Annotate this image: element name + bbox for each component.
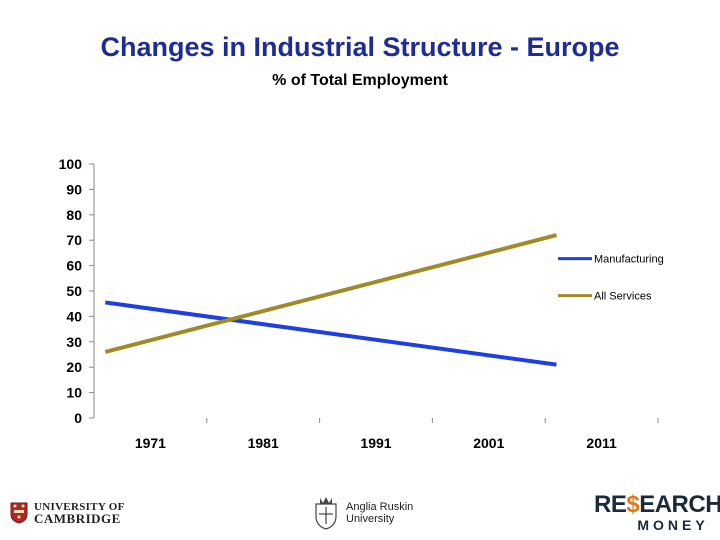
legend-label: Manufacturing	[594, 254, 664, 266]
y-tick-label: 50	[66, 283, 82, 299]
y-tick-label: 0	[74, 410, 82, 426]
research-money-logo: RE$EARCH MONEY	[594, 491, 720, 533]
series-layer	[104, 233, 557, 367]
x-axis: 1971 1981 1991 2001 2011	[135, 418, 659, 451]
anglia-line1: Anglia Ruskin	[346, 501, 414, 513]
legend-label: All Services	[594, 291, 652, 303]
rm-money: MONEY	[637, 517, 709, 533]
rm-re: RE	[594, 491, 627, 518]
x-tick-label: 2001	[473, 435, 504, 451]
y-tick-label: 100	[59, 156, 83, 172]
y-tick-label: 40	[66, 308, 82, 324]
series-line-all-services	[104, 233, 557, 354]
y-tick-label: 60	[66, 258, 82, 274]
chart-subtitle: % of Total Employment	[272, 72, 448, 89]
legend: Manufacturing All Services	[558, 254, 664, 303]
x-tick-label: 1991	[360, 435, 391, 451]
cambridge-line2: CAMBRIDGE	[34, 511, 121, 526]
y-tick-label: 30	[66, 334, 82, 350]
y-tick-label: 70	[66, 232, 82, 248]
cambridge-line1: UNIVERSITY OF	[34, 501, 125, 513]
anglia-line2: University	[346, 513, 395, 525]
x-tick-label: 1981	[248, 435, 279, 451]
anglia-ruskin-logo: Anglia Ruskin University	[312, 496, 413, 530]
dollar-icon: $	[626, 491, 640, 518]
x-tick-label: 1971	[135, 435, 166, 451]
x-tick-label: 2011	[586, 435, 617, 451]
chart-title: Changes in Industrial Structure - Europe	[100, 32, 620, 62]
y-tick-label: 90	[66, 181, 82, 197]
y-tick-label: 80	[66, 207, 82, 223]
cambridge-logo: UNIVERSITY OF CAMBRIDGE	[10, 501, 125, 526]
rm-earch: EARCH	[639, 491, 720, 518]
y-tick-label: 10	[66, 385, 82, 401]
y-tick-label: 20	[66, 359, 82, 375]
cambridge-crest-icon	[10, 502, 28, 524]
anglia-crest-icon	[315, 497, 337, 530]
series-line-manufacturing	[105, 300, 557, 367]
